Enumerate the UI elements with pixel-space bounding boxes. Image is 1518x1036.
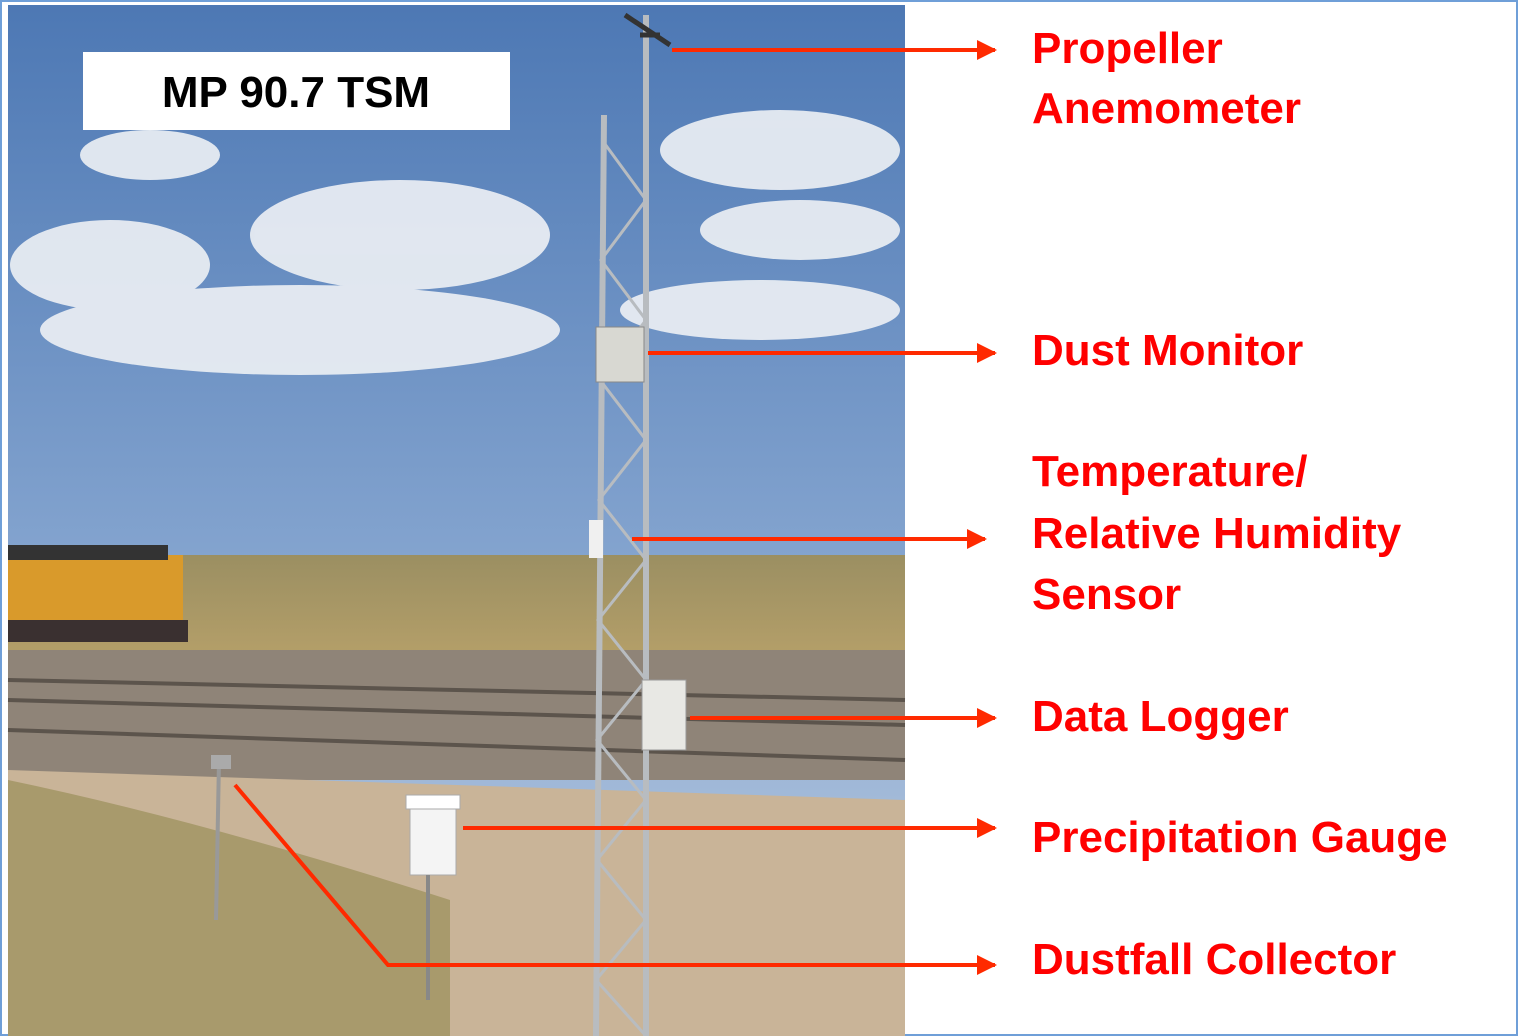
- precip-gauge-top: [405, 794, 461, 810]
- leader-arrow: [233, 783, 997, 975]
- callout-label: Propeller: [1032, 24, 1223, 73]
- photo-label: MP 90.7 TSM: [162, 68, 430, 117]
- callout-label: Anemometer: [1032, 84, 1301, 133]
- tracks: [8, 650, 905, 780]
- photo-label-box: [83, 52, 510, 130]
- photo: [7, 5, 906, 1036]
- callouts: Propeller Anemometer Dust Monitor Temperatu…: [233, 24, 1448, 984]
- callout-label: Sensor: [1032, 570, 1181, 619]
- callout-label: Dustfall Collector: [1032, 935, 1396, 984]
- train: [8, 545, 188, 642]
- callout-label: Relative Humidity: [1032, 509, 1402, 558]
- callout-label: Temperature/: [1032, 447, 1308, 496]
- dust-monitor: [595, 326, 645, 383]
- callout-label: Data Logger: [1032, 692, 1289, 741]
- data-logger: [641, 679, 687, 751]
- callout-label: Precipitation Gauge: [1032, 813, 1448, 862]
- th-sensor: [589, 520, 603, 558]
- clouds: [10, 110, 900, 375]
- grass: [8, 780, 450, 1036]
- precip-gauge: [409, 799, 457, 876]
- anemometer: [623, 12, 672, 48]
- callout-label: Dust Monitor: [1032, 326, 1303, 375]
- dustfall-collector: [211, 755, 231, 769]
- dustfall-post: [214, 759, 221, 921]
- tower: [593, 15, 649, 1036]
